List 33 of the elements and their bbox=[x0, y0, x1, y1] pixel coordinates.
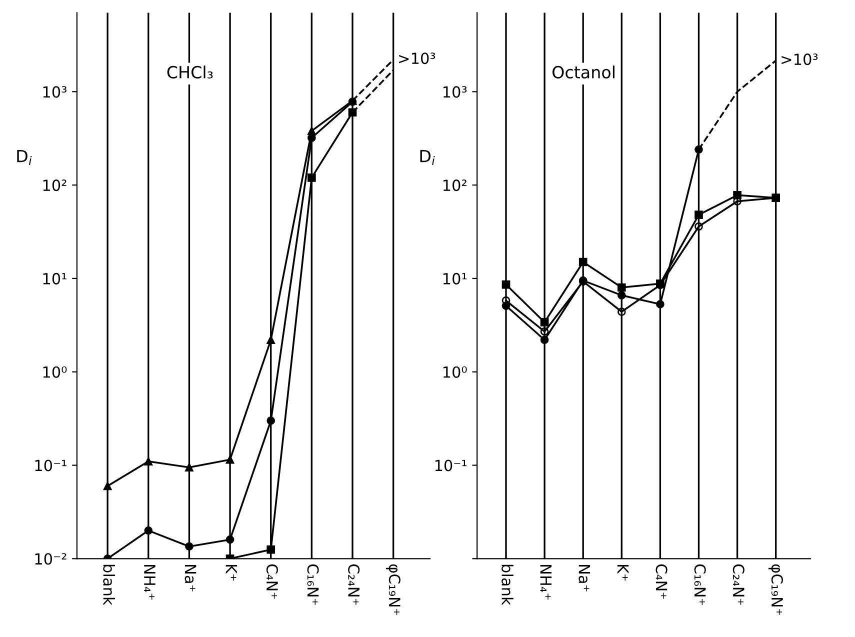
x-tick-label: NH₄⁺ bbox=[144, 565, 156, 600]
annotation: >10³ bbox=[782, 53, 818, 66]
annotation: >10³ bbox=[399, 52, 436, 64]
y-tick-label: 10⁰ bbox=[443, 366, 467, 378]
x-tick-label: φC₁₉N⁺ bbox=[386, 564, 400, 615]
x-tick-label: C₄N⁺ bbox=[266, 564, 278, 599]
y-axis-title: D$_{i}$ bbox=[420, 150, 435, 165]
y-tick-label: 10¹ bbox=[443, 272, 467, 284]
y-tick-label: 10³ bbox=[43, 86, 66, 98]
y-tick-label: 10¹ bbox=[43, 272, 66, 284]
x-tick-label: φC₁₉N⁺ bbox=[768, 564, 783, 615]
y-tick-label: 10⁰ bbox=[43, 366, 67, 378]
y-tick-label: 10⁻¹ bbox=[435, 460, 467, 472]
x-tick-label: C₂₄N⁺ bbox=[348, 564, 360, 605]
x-tick-label: K⁺ bbox=[226, 565, 237, 581]
x-tick-label: C₁₆N⁺ bbox=[694, 564, 706, 605]
x-tick-label: C₂₄N⁺ bbox=[732, 564, 744, 605]
x-tick-label: C₄N⁺ bbox=[656, 564, 668, 599]
y-tick-label: 10⁻² bbox=[35, 553, 66, 565]
y-tick-label: 10³ bbox=[443, 86, 467, 98]
x-tick-label: blank bbox=[103, 564, 115, 606]
x-tick-label: NH₄⁺ bbox=[540, 565, 552, 600]
x-tick-label: blank bbox=[502, 564, 514, 606]
y-tick-label: 10² bbox=[43, 180, 66, 192]
text: Octanol bbox=[552, 66, 614, 78]
y-axis-title: D$_{i}$ bbox=[17, 150, 32, 165]
y-tick-label: 10⁻¹ bbox=[35, 460, 66, 472]
x-tick-label: Na⁺ bbox=[578, 565, 590, 592]
x-tick-label: Na⁺ bbox=[184, 565, 196, 592]
text: CHCl₃ bbox=[167, 66, 213, 78]
x-tick-label: C₁₆N⁺ bbox=[307, 564, 319, 605]
y-tick-label: 10² bbox=[443, 180, 466, 192]
x-tick-label: K⁺ bbox=[617, 565, 629, 581]
